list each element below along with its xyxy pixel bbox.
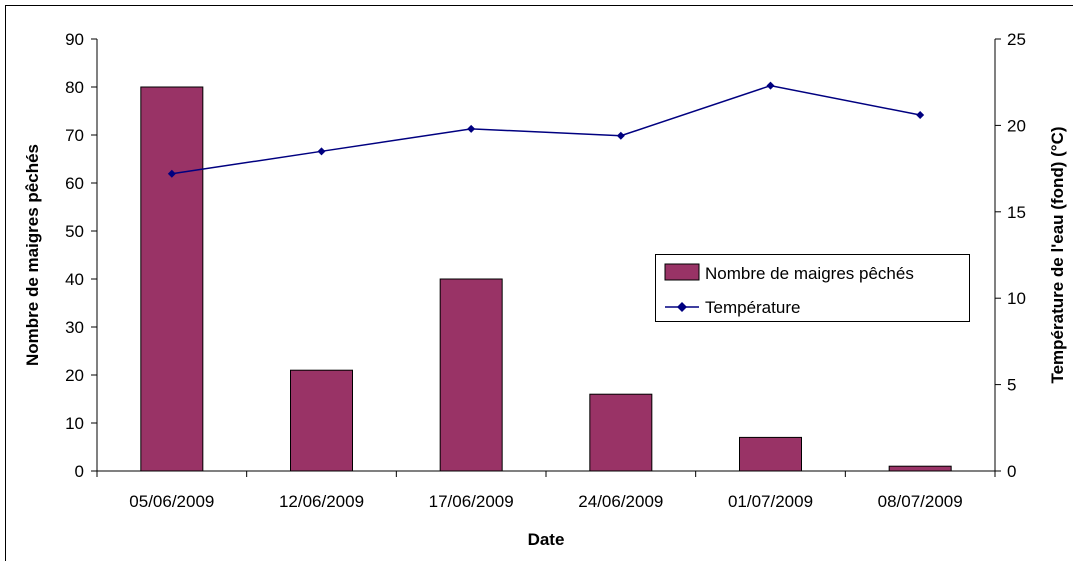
left-axis-ticks: 0 10 20 30 40 50 60 70 80 90 <box>65 30 97 481</box>
left-y-axis-title: Nombre de maigres pêchés <box>23 144 42 366</box>
x-tick-label: 08/07/2009 <box>878 492 963 511</box>
right-axis-ticks: 0 5 10 15 20 25 <box>995 30 1026 481</box>
left-tick-label: 20 <box>65 366 84 385</box>
x-tick-label: 24/06/2009 <box>578 492 663 511</box>
x-tick-label: 05/06/2009 <box>129 492 214 511</box>
bar <box>740 437 802 471</box>
left-tick-label: 60 <box>65 174 84 193</box>
left-tick-label: 10 <box>65 414 84 433</box>
right-tick-label: 5 <box>1007 376 1016 395</box>
bar <box>889 466 951 471</box>
x-axis-title: Date <box>528 530 565 549</box>
left-tick-label: 30 <box>65 318 84 337</box>
bar <box>291 370 353 471</box>
x-axis-ticks: 05/06/2009 12/06/2009 17/06/2009 24/06/2009… <box>97 471 995 511</box>
legend-line-label: Température <box>705 298 800 317</box>
left-tick-label: 0 <box>75 462 84 481</box>
legend-bar-swatch <box>665 264 699 280</box>
x-tick-label: 01/07/2009 <box>728 492 813 511</box>
temperature-point <box>617 132 625 140</box>
temperature-line <box>172 86 920 174</box>
temperature-point <box>467 125 475 133</box>
left-tick-label: 90 <box>65 30 84 49</box>
temperature-point <box>767 82 775 90</box>
right-tick-label: 0 <box>1007 462 1016 481</box>
bar <box>590 394 652 471</box>
right-tick-label: 15 <box>1007 203 1026 222</box>
left-tick-label: 70 <box>65 126 84 145</box>
right-tick-label: 20 <box>1007 116 1026 135</box>
right-tick-label: 10 <box>1007 289 1026 308</box>
legend: Nombre de maigres pêchés Température <box>656 255 970 322</box>
left-tick-label: 50 <box>65 222 84 241</box>
legend-bar-label: Nombre de maigres pêchés <box>705 264 914 283</box>
bar <box>440 279 502 471</box>
temperature-point <box>318 147 326 155</box>
right-y-axis-title: Température de l'eau (fond) (°C) <box>1048 126 1067 383</box>
right-tick-label: 25 <box>1007 30 1026 49</box>
bar <box>141 87 203 471</box>
temperature-point <box>916 111 924 119</box>
left-tick-label: 80 <box>65 78 84 97</box>
line-series <box>168 82 924 178</box>
x-tick-label: 17/06/2009 <box>429 492 514 511</box>
left-tick-label: 40 <box>65 270 84 289</box>
x-tick-label: 12/06/2009 <box>279 492 364 511</box>
